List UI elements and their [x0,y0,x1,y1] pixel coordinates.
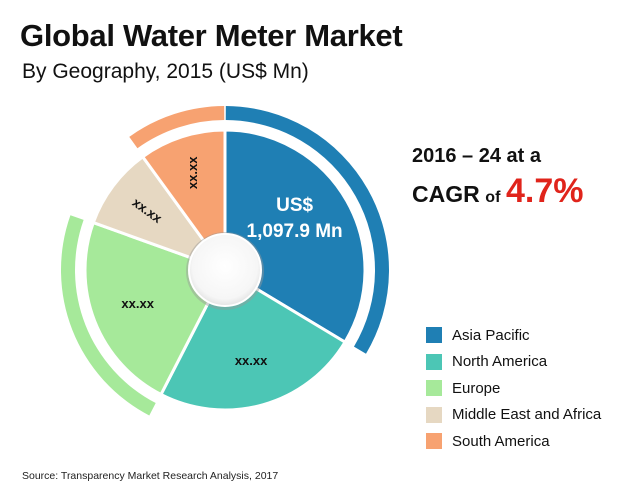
slice-label-4: xx.xx [185,156,200,189]
legend-item-north-america: North America [426,349,601,376]
pie-slice-3 [91,154,230,274]
chart-subtitle: By Geography, 2015 (US$ Mn) [22,60,309,83]
legend-swatch [426,353,442,370]
legend-label: North America [452,353,548,371]
legend-item-south-america: South America [426,428,601,455]
cagr-word: CAGR [412,181,480,207]
legend-label: South America [452,432,550,450]
center-hole [188,233,262,307]
cagr-of-word: of [485,189,501,206]
slice-label-1: xx.xx [235,353,268,368]
legend-item-asia-pacific: Asia Pacific [426,322,601,349]
chart-title: Global Water Meter Market [20,18,403,53]
cagr-value: 4.7% [505,172,584,210]
legend-item-middle-east-africa: Middle East and Africa [426,402,601,429]
legend-swatch [426,380,442,397]
legend-swatch [426,433,442,450]
cagr-period: 2016 – 24 at a [412,145,541,167]
legend-swatch [426,327,442,344]
pie-slice-4 [140,128,227,275]
cagr-statement: CAGR of 4.7% [412,172,583,211]
pie-slice-0 [223,128,367,345]
slice-label-2: xx.xx [121,296,154,311]
pie-slice-1 [158,267,348,412]
slice-label-0-line2: 1,097.9 Mn [247,221,343,242]
outer-ring-0 [225,106,389,354]
source-note: Source: Transparency Market Research Ana… [22,470,279,482]
slice-label-0-line1: US$ [276,195,313,216]
legend-label: Europe [452,379,501,397]
legend-label: Middle East and Africa [452,406,602,424]
outer-ring-2 [60,215,156,416]
legend-swatch [426,406,442,423]
legend-label: Asia Pacific [452,326,530,344]
legend-item-europe: Europe [426,375,601,402]
legend: Asia Pacific North America Europe Middle… [426,322,601,455]
outer-ring-4 [129,106,225,149]
